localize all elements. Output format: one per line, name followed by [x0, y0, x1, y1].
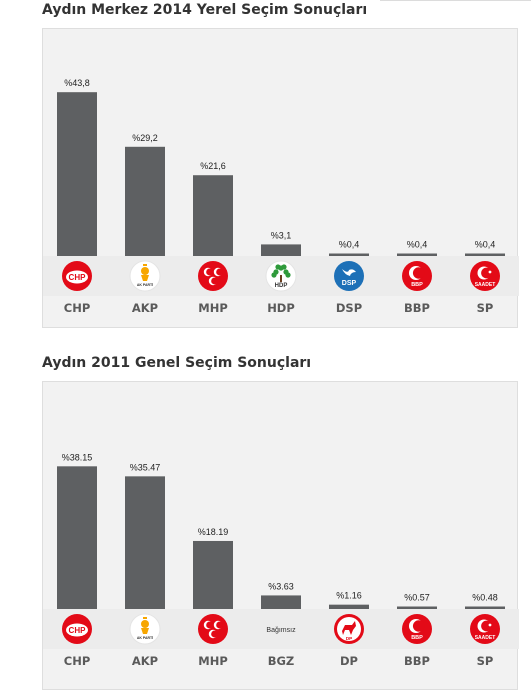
dp-logo-icon: DP — [334, 614, 364, 644]
logo-text: BBP — [411, 282, 423, 288]
mhp-logo-icon — [198, 614, 228, 644]
bbp-logo-icon: BBP — [402, 614, 432, 644]
bbp-logo-icon: BBP — [402, 261, 432, 291]
logo-text: DP — [346, 636, 352, 641]
party-label: BBP — [404, 301, 430, 315]
chart-title-2014: Aydın Merkez 2014 Yerel Seçim Sonuçları — [42, 2, 368, 18]
party-label: DSP — [336, 301, 362, 315]
party-label: AKP — [132, 301, 158, 315]
party-label: DP — [340, 654, 358, 668]
chart-panel-2014: %43,8 CHP CHP %29,2 AK PARTİ AKP %21,6 MHP %3,1 H… — [42, 28, 519, 328]
logo-text: Bağımsız — [266, 627, 296, 634]
logo-text: CHP — [69, 273, 87, 282]
value-label: %0,4 — [475, 240, 496, 250]
akp-logo-icon: AK PARTİ — [129, 260, 161, 292]
party-label: AKP — [132, 654, 158, 668]
logo-text: AK PARTİ — [137, 283, 153, 287]
bar-mhp — [193, 540, 233, 609]
chart-panel-2011: %38.15 CHP CHP %35.47 AK PARTİ AKP %18.19 MHP %3… — [42, 381, 519, 690]
dsp-logo-icon: DSP — [334, 261, 364, 291]
bar-chp — [57, 92, 97, 256]
value-label: %3.63 — [268, 581, 294, 591]
bar-chp — [57, 466, 97, 609]
value-label: %38.15 — [62, 452, 93, 462]
bar-bgz — [261, 595, 301, 609]
saadet-logo-icon: SAADET — [470, 261, 500, 291]
bar-dsp — [329, 253, 369, 256]
top-divider — [380, 0, 531, 1]
bar-hdp — [261, 244, 301, 256]
saadet-logo-icon: SAADET — [470, 614, 500, 644]
bar-bbp — [397, 253, 437, 256]
bagimsiz-logo-icon: Bağımsız — [266, 627, 296, 634]
bar-sp — [465, 606, 505, 609]
value-label: %35.47 — [130, 462, 161, 472]
bar-chart-svg: %38.15 CHP CHP %35.47 AK PARTİ AKP %18.19 MHP %3… — [43, 452, 519, 668]
hdp-logo-icon: HDP — [265, 260, 297, 292]
bar-dp — [329, 604, 369, 609]
party-label: MHP — [198, 301, 228, 315]
value-label: %43,8 — [64, 78, 90, 88]
logo-text: SAADET — [475, 282, 496, 288]
value-label: %21,6 — [200, 161, 226, 171]
logo-text: BBP — [411, 635, 423, 641]
value-label: %1.16 — [336, 591, 362, 601]
value-label: %29,2 — [132, 133, 158, 143]
party-label: SP — [477, 654, 494, 668]
value-label: %0,4 — [339, 240, 360, 250]
chart-title-2011: Aydın 2011 Genel Seçim Sonuçları — [42, 355, 312, 371]
bar-akp — [125, 476, 165, 609]
value-label: %18.19 — [198, 527, 229, 537]
logo-text: SAADET — [475, 635, 496, 641]
party-label: BGZ — [268, 654, 295, 668]
party-label: HDP — [267, 301, 295, 315]
party-label: BBP — [404, 654, 430, 668]
party-label: CHP — [64, 301, 91, 315]
party-label: CHP — [64, 654, 91, 668]
bar-chart-svg: %43,8 CHP CHP %29,2 AK PARTİ AKP %21,6 MHP %3,1 H… — [43, 78, 519, 315]
value-label: %0.57 — [404, 593, 430, 603]
party-label: MHP — [198, 654, 228, 668]
value-label: %0,4 — [407, 240, 428, 250]
value-label: %3,1 — [271, 230, 292, 240]
bar-akp — [125, 146, 165, 256]
logo-text: HDP — [275, 283, 288, 289]
logo-text: DSP — [342, 280, 357, 287]
chp-logo-icon: CHP — [62, 261, 92, 291]
bar-sp — [465, 253, 505, 256]
bar-bbp — [397, 606, 437, 609]
akp-logo-icon: AK PARTİ — [129, 613, 161, 645]
logo-text: CHP — [69, 626, 87, 635]
value-label: %0.48 — [472, 593, 498, 603]
logo-text: AK PARTİ — [137, 636, 153, 640]
party-label: SP — [477, 301, 494, 315]
mhp-logo-icon — [198, 261, 228, 291]
bar-mhp — [193, 175, 233, 256]
logo-strip — [43, 609, 519, 649]
chp-logo-icon: CHP — [62, 614, 92, 644]
